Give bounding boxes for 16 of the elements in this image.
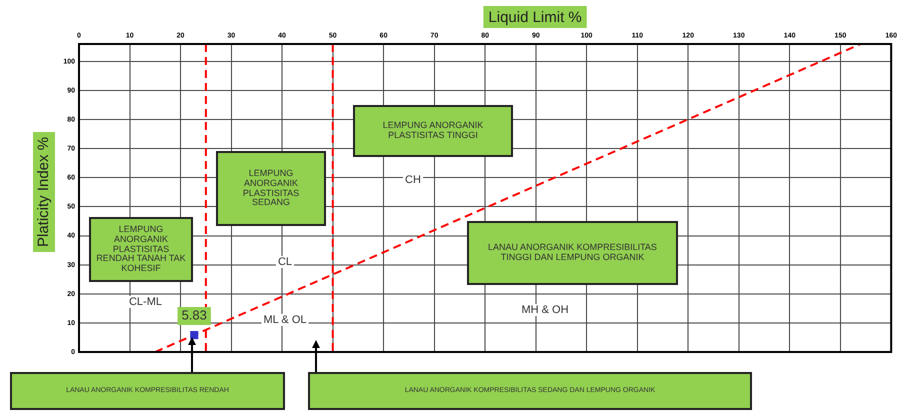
data-label: 5.83 xyxy=(182,308,207,323)
annotation: LANAU ANORGANIK KOMPRESIBILITAS TINGGI DAN LEMPUNG ORGANIK xyxy=(487,242,658,263)
annotation: LEMPUNG ANORGANIK PLASTISITAS RENDAH TANAH TAK KOHESIF xyxy=(96,224,186,274)
annotation: CL-ML xyxy=(128,296,162,308)
annotation: CL xyxy=(278,256,292,268)
callout-box: LEMPUNG ANORGANIK PLASTISITAS RENDAH TANAH TAK KOHESIF xyxy=(89,217,193,282)
annotation: MH & OH xyxy=(521,304,569,316)
annotation: CH xyxy=(405,174,421,186)
callout-box: LEMPUNG ANORGANIK PLASTISITAS TINGGI xyxy=(353,105,513,157)
callout-box: LANAU ANORGANIK KOMPRESIBILITAS TINGGI DAN LEMPUNG ORGANIK xyxy=(467,221,678,285)
annotation: LEMPUNG ANORGANIK PLASTISITAS TINGGI xyxy=(382,120,484,141)
y-axis-title: Platicity Index % xyxy=(35,136,52,248)
x-axis-title: Liquid Limit % xyxy=(488,9,582,26)
annotation: ML & OL xyxy=(264,314,306,326)
callout-box: LEMPUNG ANORGANIK PLASTISITAS SEDANG xyxy=(216,151,326,226)
annotation: LEMPUNG ANORGANIK PLASTISITAS SEDANG xyxy=(242,168,300,208)
